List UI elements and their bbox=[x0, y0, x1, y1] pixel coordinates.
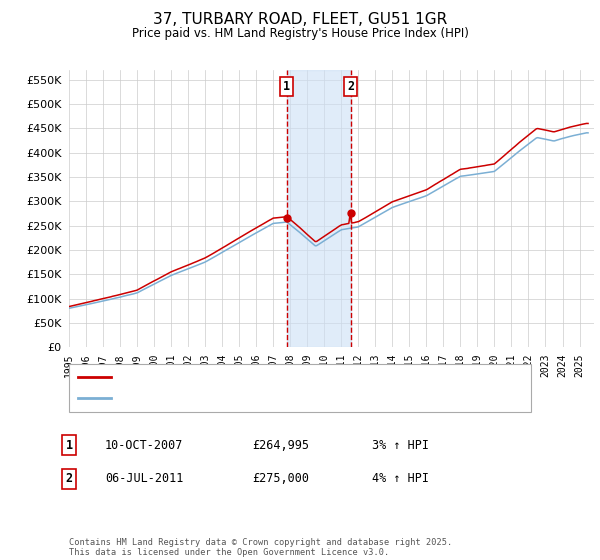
Text: 37, TURBARY ROAD, FLEET, GU51 1GR (semi-detached house): 37, TURBARY ROAD, FLEET, GU51 1GR (semi-… bbox=[117, 372, 475, 382]
Text: 3% ↑ HPI: 3% ↑ HPI bbox=[372, 438, 429, 452]
Text: Contains HM Land Registry data © Crown copyright and database right 2025.
This d: Contains HM Land Registry data © Crown c… bbox=[69, 538, 452, 557]
Text: 37, TURBARY ROAD, FLEET, GU51 1GR: 37, TURBARY ROAD, FLEET, GU51 1GR bbox=[153, 12, 447, 27]
Text: 2: 2 bbox=[65, 472, 73, 486]
Bar bbox=[287, 70, 350, 347]
Text: 1: 1 bbox=[283, 80, 290, 93]
Text: £275,000: £275,000 bbox=[252, 472, 309, 486]
Text: £264,995: £264,995 bbox=[252, 438, 309, 452]
Text: 10-OCT-2007: 10-OCT-2007 bbox=[105, 438, 184, 452]
Text: 1: 1 bbox=[65, 438, 73, 452]
Text: 4% ↑ HPI: 4% ↑ HPI bbox=[372, 472, 429, 486]
Text: 06-JUL-2011: 06-JUL-2011 bbox=[105, 472, 184, 486]
Text: HPI: Average price, semi-detached house, Hart: HPI: Average price, semi-detached house,… bbox=[117, 393, 409, 403]
Text: Price paid vs. HM Land Registry's House Price Index (HPI): Price paid vs. HM Land Registry's House … bbox=[131, 27, 469, 40]
Text: 2: 2 bbox=[347, 80, 354, 93]
